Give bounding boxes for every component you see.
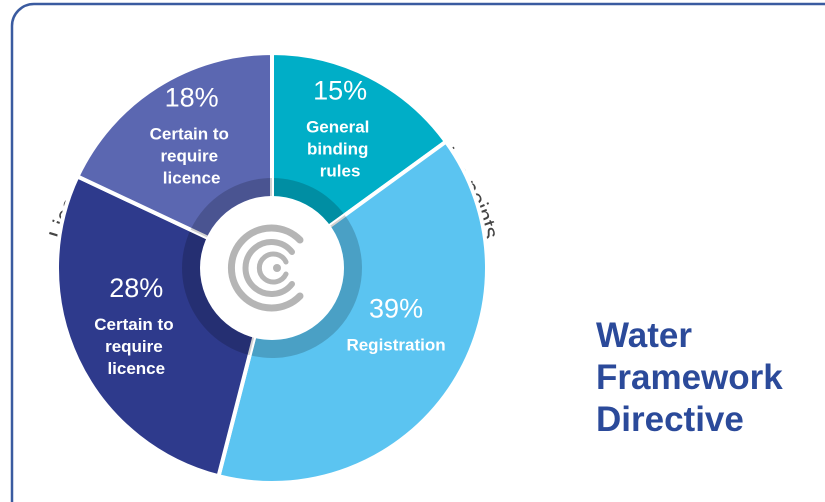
- text-line: require: [105, 337, 167, 356]
- text-line: Framework: [596, 358, 792, 397]
- text-line: General: [306, 118, 374, 137]
- inner-ring: [190, 178, 272, 238]
- slice: [216, 138, 489, 485]
- text-line: require: [160, 147, 222, 166]
- value-label: 15%: [313, 75, 367, 105]
- text-line: licence: [163, 169, 221, 188]
- inner-ring: [181, 229, 255, 356]
- category-label: General binding rules: [306, 118, 374, 181]
- logo: [200, 196, 344, 340]
- text-line: Registration: [346, 336, 445, 355]
- category-label: Certain to require licence: [150, 125, 234, 188]
- value-label: 18%: [165, 82, 219, 112]
- logo-rings: [227, 224, 304, 312]
- text-line: rules: [320, 162, 361, 181]
- inner-ring: [249, 215, 362, 358]
- annotation: Water Framework Directive: [596, 316, 792, 439]
- value-label: 39%: [369, 293, 423, 323]
- text-line: Certain to: [150, 125, 234, 144]
- center-circle: [200, 196, 344, 340]
- text-line: Water: [596, 316, 702, 355]
- category-label: Certain to require licence: [94, 315, 178, 378]
- slice: [74, 50, 274, 272]
- value-label: 28%: [109, 273, 163, 303]
- category-label: Registration: [346, 336, 445, 355]
- text-line: licence: [107, 359, 165, 378]
- text-line: binding: [307, 140, 373, 159]
- inner-ring: [272, 178, 345, 226]
- text-line: Directive: [596, 400, 744, 439]
- text-line: Certain to: [94, 315, 178, 334]
